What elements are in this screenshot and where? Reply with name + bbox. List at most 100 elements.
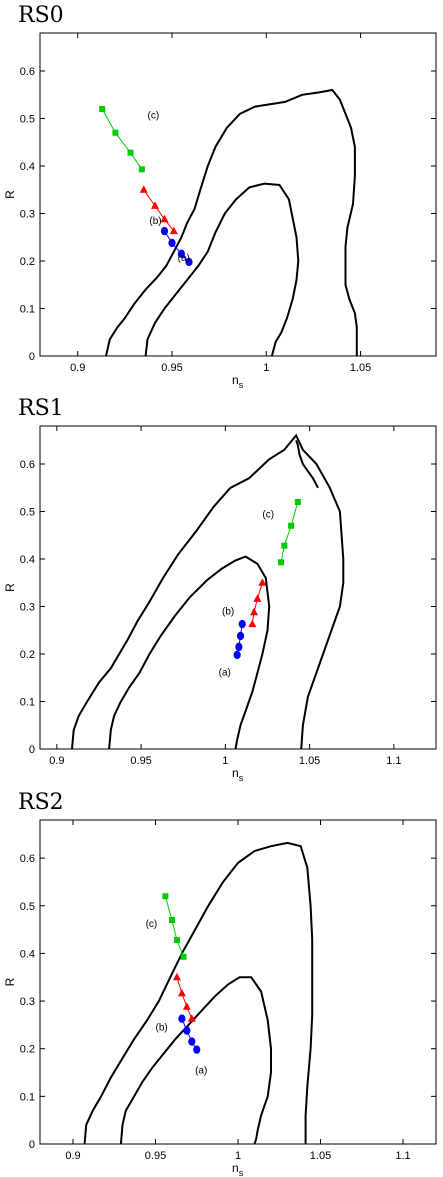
series-label: (c) — [262, 510, 274, 521]
data-point — [160, 226, 169, 236]
data-point — [162, 893, 169, 900]
plot-frame — [39, 819, 437, 1145]
series-label: (b) — [149, 216, 161, 227]
chart-panel-rs0: RS0 0.9 0.95 1 1.05 0 0.1 0.2 0.3 0.4 0.5 0.6 ns R (a)… — [3, 3, 437, 390]
data-point — [180, 953, 187, 960]
y-tick-label: 0.6 — [20, 853, 35, 865]
chart-title: RS0 — [18, 3, 64, 28]
data-point — [258, 578, 267, 586]
series-line — [251, 582, 263, 625]
data-point — [177, 249, 186, 259]
y-tick-label: 0.4 — [20, 948, 35, 960]
data-point — [187, 1014, 196, 1022]
x-tick-label: 1.1 — [395, 1150, 410, 1162]
data-point — [160, 214, 169, 223]
x-axis-label-sub: s — [239, 773, 244, 783]
x-tick-label: 0.95 — [161, 362, 182, 374]
data-point — [169, 917, 175, 924]
y-tick-label: 0.3 — [20, 209, 35, 221]
series-line — [280, 501, 299, 563]
data-point — [138, 166, 145, 173]
y-tick-label: 0.2 — [20, 1044, 35, 1056]
data-point — [151, 201, 160, 209]
y-tick-label: 0 — [29, 1139, 35, 1151]
x-axis-label-sub: s — [239, 1168, 244, 1177]
y-axis-label: R — [3, 583, 17, 592]
series-a: (a) — [178, 1014, 207, 1076]
data-point — [193, 1045, 201, 1054]
y-tick-label: 0.5 — [20, 114, 35, 126]
x-axis-label-main: n — [232, 373, 239, 387]
data-point — [182, 1002, 191, 1010]
data-point — [235, 642, 243, 652]
series-label: (a) — [178, 253, 190, 264]
confidence-contour-2 — [119, 976, 272, 1144]
series-b: (b) — [222, 578, 267, 628]
series-a: (a) — [219, 619, 246, 678]
y-tick-label: 0.6 — [20, 66, 35, 78]
series-label: (a) — [195, 1065, 207, 1076]
data-point — [277, 559, 284, 566]
x-axis-label-sub: s — [239, 380, 244, 390]
x-tick-label: 1.05 — [310, 1150, 331, 1162]
series-label: (a) — [219, 667, 231, 678]
x-axis-label: ns — [232, 766, 244, 783]
y-tick-label: 0 — [29, 351, 35, 363]
data-point — [173, 937, 180, 944]
series-line — [143, 189, 175, 232]
y-tick-label: 0.2 — [20, 256, 35, 268]
x-tick-label: 1.05 — [299, 755, 320, 767]
x-tick-label: 0.9 — [65, 1150, 80, 1162]
data-point — [127, 149, 134, 156]
data-point — [185, 257, 193, 267]
data-point — [139, 185, 148, 193]
x-tick-label: 1 — [222, 755, 228, 767]
series-c: (c) — [262, 499, 301, 566]
confidence-contour-1 — [83, 841, 314, 1144]
series-b: (b) — [139, 185, 178, 235]
chart-title: RS2 — [18, 790, 64, 815]
x-tick-label: 1.1 — [386, 755, 401, 767]
data-point — [253, 594, 262, 602]
confidence-contour-2 — [144, 182, 300, 356]
confidence-contour-3 — [295, 439, 319, 489]
x-tick-label: 1 — [263, 362, 269, 374]
series-c: (c) — [146, 893, 187, 960]
series-label: (b) — [222, 607, 234, 618]
y-axis-label: R — [3, 190, 17, 199]
y-tick-label: 0.1 — [20, 697, 35, 709]
y-tick-label: 0.6 — [20, 459, 35, 471]
y-tick-label: 0.2 — [20, 649, 35, 661]
data-point — [177, 988, 186, 997]
series-label: (b) — [156, 1023, 168, 1034]
series-line — [164, 230, 190, 263]
x-axis-label: ns — [232, 373, 244, 390]
series-c: (c) — [99, 106, 159, 173]
data-point — [99, 106, 106, 112]
confidence-contour-2 — [108, 555, 271, 749]
data-point — [183, 1026, 191, 1035]
series-b: (b) — [156, 972, 196, 1034]
y-tick-label: 0.5 — [20, 901, 35, 913]
y-tick-label: 0.1 — [20, 1091, 35, 1103]
data-point — [236, 631, 245, 641]
data-point — [281, 542, 288, 549]
data-point — [168, 238, 176, 248]
data-point — [188, 1037, 196, 1046]
x-tick-label: 0.95 — [130, 755, 151, 767]
data-point — [248, 619, 257, 628]
data-point — [112, 129, 119, 136]
y-tick-label: 0.3 — [20, 996, 35, 1008]
y-tick-label: 0.1 — [20, 304, 35, 316]
series-line — [176, 977, 193, 1019]
x-tick-label: 1.05 — [350, 362, 371, 374]
y-tick-label: 0 — [29, 744, 35, 756]
series-label: (c) — [146, 919, 158, 930]
data-point — [238, 619, 246, 629]
x-tick-label: 0.9 — [70, 362, 85, 374]
plot-frame — [39, 32, 437, 357]
y-tick-label: 0.4 — [20, 161, 35, 173]
series-line — [181, 1018, 198, 1050]
x-axis-label: ns — [232, 1161, 244, 1177]
data-point — [169, 226, 178, 235]
